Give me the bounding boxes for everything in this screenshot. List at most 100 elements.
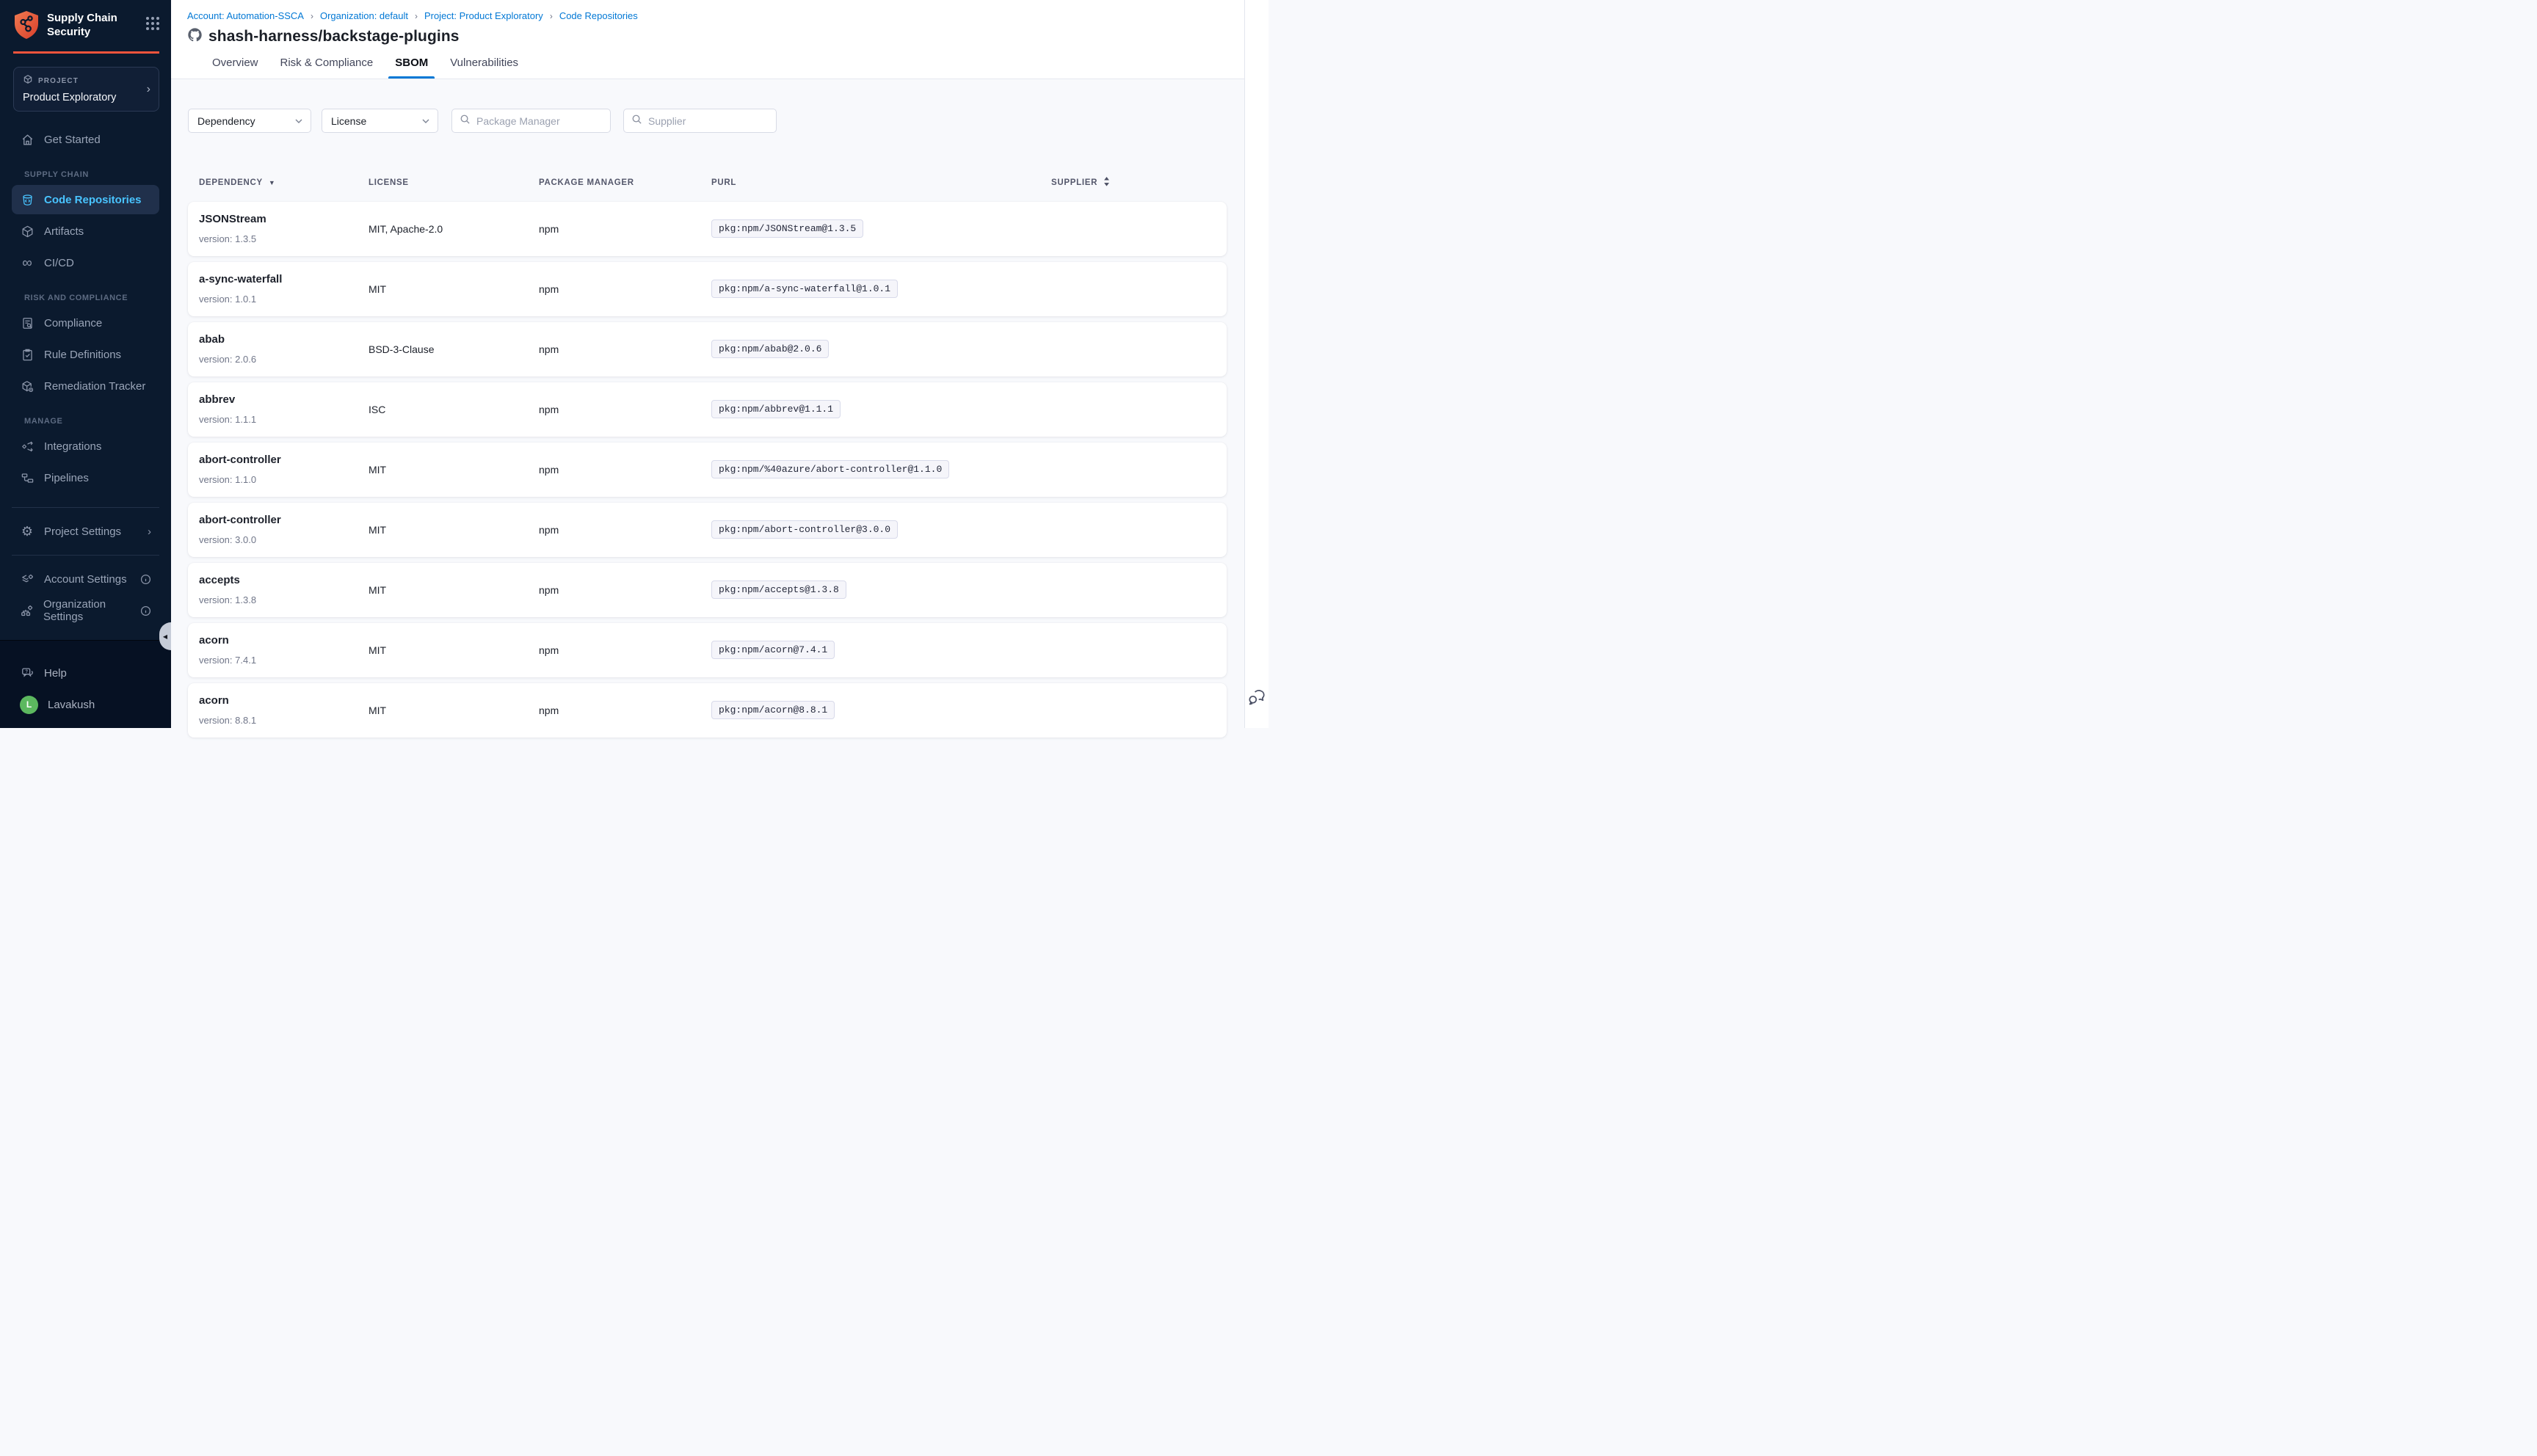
sidebar-item-rule-definitions[interactable]: Rule Definitions <box>12 340 159 369</box>
svg-text:?: ? <box>25 669 28 674</box>
home-icon <box>20 133 35 147</box>
supply-chain-security-logo-icon <box>13 10 40 43</box>
github-icon <box>187 27 203 46</box>
a-sync-waterfall[interactable]: a-sync-waterfall version: 1.0.1 MIT npm … <box>188 261 1227 316</box>
package-manager-cell: npm <box>539 523 559 536</box>
chat-bubbles-icon[interactable] <box>1247 688 1266 710</box>
sidebar-item-remediation-tracker[interactable]: Remediation Tracker <box>12 371 159 401</box>
search-icon <box>631 114 642 128</box>
repo-title-row: shash-harness/backstage-plugins <box>187 27 1268 46</box>
tab-risk-compliance[interactable]: Risk & Compliance <box>280 57 374 69</box>
dependency-version: version: 1.1.1 <box>199 414 257 426</box>
tab-overview[interactable]: Overview <box>212 57 258 69</box>
dependency-name: accepts <box>199 574 240 587</box>
sidebar-item-project-settings[interactable]: ⚙ Project Settings › <box>21 524 151 539</box>
breadcrumb-link[interactable]: Project: Product Exploratory <box>424 10 543 21</box>
sidebar-item-get-started[interactable]: Get Started <box>12 125 159 154</box>
tab-vulnerabilities[interactable]: Vulnerabilities <box>450 57 519 69</box>
project-cube-icon <box>23 74 33 88</box>
dependency-name: acorn <box>199 694 229 707</box>
user-menu[interactable]: L Lavakush <box>12 690 159 719</box>
package-manager-cell: npm <box>539 463 559 476</box>
dependency-name: abort-controller <box>199 514 281 527</box>
acorn[interactable]: acorn version: 8.8.1 MIT npm pkg:npm/aco… <box>188 682 1227 738</box>
sidebar-item-artifacts[interactable]: Artifacts <box>12 216 159 246</box>
info-icon[interactable] <box>140 605 151 616</box>
dependency-version: version: 1.1.0 <box>199 474 257 486</box>
app-switcher-icon[interactable] <box>146 17 159 30</box>
supplier-input[interactable] <box>648 114 769 127</box>
dependency-name: abort-controller <box>199 454 281 467</box>
package-manager-input[interactable] <box>476 114 603 127</box>
abbrev[interactable]: abbrev version: 1.1.1 ISC npm pkg:npm/ab… <box>188 382 1227 437</box>
accepts[interactable]: accepts version: 1.3.8 MIT npm pkg:npm/a… <box>188 562 1227 617</box>
purl-chip: pkg:npm/accepts@1.3.8 <box>711 580 846 600</box>
dependency-filter-select[interactable]: Dependency <box>188 109 311 133</box>
project-selector[interactable]: PROJECT Product Exploratory › <box>13 67 159 112</box>
abort-controller[interactable]: abort-controller version: 1.1.0 MIT npm … <box>188 442 1227 497</box>
sidebar-item-integrations[interactable]: Integrations <box>12 432 159 461</box>
breadcrumb-separator: › <box>414 10 418 21</box>
package-manager-cell: npm <box>539 283 559 295</box>
column-header-package-manager: PACKAGE MANAGER <box>539 178 634 187</box>
sidebar-nav: Get Started SUPPLY CHAIN Code Repositori… <box>0 125 171 625</box>
purl-chip: pkg:npm/acorn@7.4.1 <box>711 641 835 660</box>
column-header-dependency[interactable]: DEPENDENCY ▼ <box>199 178 276 187</box>
chevron-down-icon <box>422 119 429 123</box>
sidebar-collapse-handle[interactable]: ◀ <box>159 622 171 650</box>
infinity-icon: ∞ <box>22 255 32 271</box>
sbom-table: DEPENDENCY ▼ LICENSE PACKAGE MANAGER PUR… <box>188 177 1227 738</box>
sidebar-item-code-repositories[interactable]: Code Repositories <box>12 185 159 214</box>
chevron-right-icon: › <box>146 82 150 95</box>
section-label-risk-compliance: RISK AND COMPLIANCE <box>24 294 128 302</box>
sidebar-divider <box>12 555 159 556</box>
sidebar-item-compliance[interactable]: Compliance <box>12 308 159 338</box>
acorn[interactable]: acorn version: 7.4.1 MIT npm pkg:npm/aco… <box>188 622 1227 677</box>
purl-chip: pkg:npm/JSONStream@1.3.5 <box>711 219 864 239</box>
integrations-icon <box>20 440 35 454</box>
purl-chip: pkg:npm/a-sync-waterfall@1.0.1 <box>711 280 899 299</box>
license-cell: MIT <box>369 463 387 476</box>
sidebar-item-help[interactable]: ? Help <box>12 658 159 688</box>
search-icon <box>460 114 471 128</box>
breadcrumb-link[interactable]: Code Repositories <box>559 10 638 21</box>
dependency-version: version: 1.0.1 <box>199 294 257 305</box>
license-cell: BSD-3-Clause <box>369 343 435 355</box>
breadcrumb-separator: › <box>310 10 313 21</box>
JSONStream[interactable]: JSONStream version: 1.3.5 MIT, Apache-2.… <box>188 201 1227 256</box>
clipboard-check-icon <box>20 348 35 362</box>
sidebar-item-cicd[interactable]: ∞ CI/CD <box>12 248 159 277</box>
supplier-search <box>623 109 777 133</box>
breadcrumb: Account: Automation-SSCA › Organization:… <box>187 10 1268 21</box>
gear-icon: ⚙ <box>21 524 34 539</box>
organization-settings-icon <box>20 604 34 618</box>
column-header-supplier[interactable]: SUPPLIER <box>1034 177 1216 189</box>
sidebar-header: Supply Chain Security <box>0 0 171 43</box>
info-icon[interactable] <box>140 574 151 585</box>
tab-sbom[interactable]: SBOM <box>388 57 435 79</box>
app-title: Supply Chain Security <box>47 12 117 39</box>
tab-bar: Overview Risk & Compliance SBOM Vulnerab… <box>212 57 1268 79</box>
remediation-box-icon <box>20 379 35 393</box>
abab[interactable]: abab version: 2.0.6 BSD-3-Clause npm pkg… <box>188 321 1227 376</box>
dependency-version: version: 1.3.8 <box>199 594 257 606</box>
breadcrumb-separator: › <box>549 10 553 21</box>
dependency-version: version: 3.0.0 <box>199 534 257 546</box>
license-filter-select[interactable]: License <box>322 109 438 133</box>
main-area: Account: Automation-SSCA › Organization:… <box>171 0 1268 738</box>
page-header: Account: Automation-SSCA › Organization:… <box>171 0 1268 79</box>
breadcrumb-link[interactable]: Account: Automation-SSCA <box>187 10 304 21</box>
breadcrumb-organization: Organization: default › <box>320 10 424 21</box>
table-body: JSONStream version: 1.3.5 MIT, Apache-2.… <box>188 201 1227 738</box>
abort-controller[interactable]: abort-controller version: 3.0.0 MIT npm … <box>188 502 1227 557</box>
dependency-version: version: 8.8.1 <box>199 715 257 727</box>
purl-chip: pkg:npm/abbrev@1.1.1 <box>711 400 841 419</box>
sidebar-item-organization-settings[interactable]: Organization Settings <box>12 596 159 625</box>
breadcrumb-link[interactable]: Organization: default <box>319 10 408 21</box>
app-root: Supply Chain Security PROJECT Product Ex… <box>0 0 1268 738</box>
user-name: Lavakush <box>48 698 95 711</box>
dependency-name: a-sync-waterfall <box>199 273 283 286</box>
sidebar-item-pipelines[interactable]: Pipelines <box>12 463 159 492</box>
sidebar-item-account-settings[interactable]: Account Settings <box>12 564 159 594</box>
sort-descending-icon: ▼ <box>268 178 276 186</box>
